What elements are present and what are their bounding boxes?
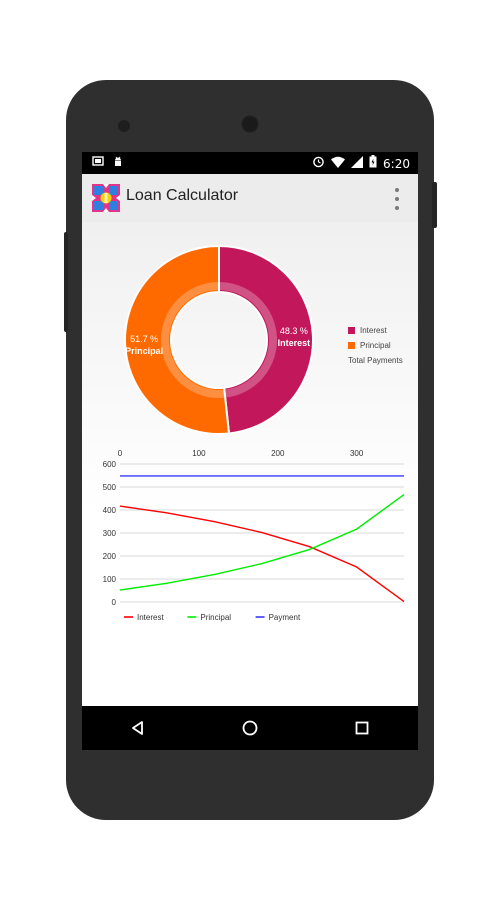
donut-slice-label: Principal	[125, 346, 163, 356]
x-tick-label: 200	[271, 449, 285, 458]
legend-label-payment: Payment	[269, 613, 301, 622]
y-tick-label: 600	[103, 460, 117, 469]
recents-icon[interactable]	[342, 708, 382, 748]
app-title: Loan Calculator	[126, 187, 239, 204]
battery-icon	[369, 155, 377, 172]
legend-title-text: Total Payments	[348, 356, 403, 365]
home-icon[interactable]	[230, 708, 270, 748]
donut-percent-label: 51.7 %	[130, 334, 158, 344]
front-camera	[240, 114, 260, 134]
legend-swatch-interest	[348, 327, 355, 334]
legend-title: Total Payments	[348, 356, 403, 365]
screen: 6:20 Loan Calculator 48.3 % Interest 51.7 …	[82, 152, 418, 750]
wifi-icon	[331, 156, 346, 172]
overflow-menu-icon[interactable]	[394, 188, 400, 210]
donut-slice-label: Interest	[278, 338, 311, 348]
x-tick-label: 300	[350, 449, 364, 458]
x-tick-label: 0	[118, 449, 123, 458]
status-bar: 6:20	[82, 152, 418, 174]
donut-inner-ring	[218, 282, 277, 398]
screenshot-icon	[92, 156, 104, 172]
front-sensor	[118, 120, 130, 132]
android-debug-icon	[112, 156, 124, 172]
series-line-principal	[119, 494, 405, 591]
status-time: 6:20	[383, 156, 410, 171]
y-tick-label: 100	[103, 575, 117, 584]
navigation-bar	[82, 706, 418, 750]
y-tick-label: 300	[103, 529, 117, 538]
legend-label-interest: Interest	[137, 613, 164, 622]
back-icon[interactable]	[118, 708, 158, 748]
donut-percent-label: 48.3 %	[280, 326, 308, 336]
legend-label: Principal	[360, 341, 391, 350]
alarm-icon	[312, 155, 325, 172]
volume-button	[64, 232, 68, 332]
donut-chart: 48.3 % Interest 51.7 % Principal	[124, 240, 314, 440]
loan-calculator-logo-icon	[92, 184, 120, 212]
legend-label: Interest	[360, 326, 387, 335]
x-tick-label: 100	[192, 449, 206, 458]
legend-item-principal: Principal	[348, 341, 403, 350]
legend-item-interest: Interest	[348, 326, 403, 335]
y-tick-label: 400	[103, 506, 117, 515]
y-tick-label: 0	[112, 598, 117, 607]
y-tick-label: 200	[103, 552, 117, 561]
app-bar: Loan Calculator	[82, 174, 418, 223]
content-area: 48.3 % Interest 51.7 % Principal Interest P…	[82, 222, 418, 706]
donut-legend: Interest Principal Total Payments	[348, 326, 403, 371]
signal-icon	[351, 155, 364, 172]
power-button	[432, 182, 437, 228]
y-tick-label: 500	[103, 483, 117, 492]
legend-label-principal: Principal	[200, 613, 231, 622]
series-line-interest	[119, 505, 405, 603]
donut-slice-interest	[218, 244, 314, 435]
donut-inner-ring	[161, 282, 226, 398]
donut-slice-principal	[124, 244, 231, 435]
legend-swatch-principal	[348, 342, 355, 349]
line-chart: 0 100 200 300 400 500 600 0 100 200 300 Interest Pri…	[82, 448, 418, 628]
